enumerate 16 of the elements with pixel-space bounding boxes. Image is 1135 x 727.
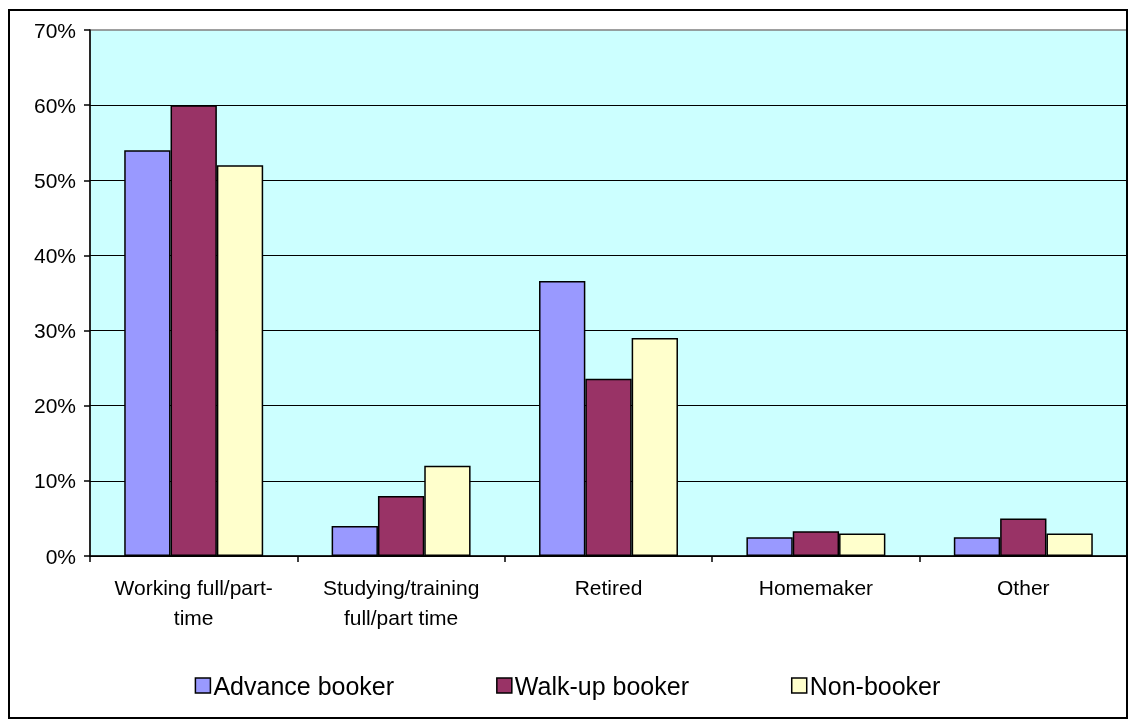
y-tick-label: 60% <box>33 93 76 117</box>
x-tick-label: Other <box>997 575 1050 599</box>
y-tick-label: 0% <box>45 544 76 568</box>
y-tick-label: 50% <box>33 168 76 192</box>
x-tick-label: Retired <box>574 575 643 599</box>
x-tick-label: Homemaker <box>758 575 874 599</box>
y-tick-label: 20% <box>33 394 76 418</box>
legend-label: Advance booker <box>213 671 395 700</box>
legend-label: Non-booker <box>809 671 941 700</box>
y-tick-label: 10% <box>33 469 76 493</box>
y-tick-label: 30% <box>33 319 76 343</box>
x-tick-label: Working full/part-time <box>114 575 273 629</box>
y-tick-label: 40% <box>33 243 76 267</box>
legend-label: Walk-up booker <box>514 671 689 700</box>
y-tick-label: 70% <box>33 18 76 42</box>
x-tick-label: Studying/training full/part time <box>322 575 480 629</box>
